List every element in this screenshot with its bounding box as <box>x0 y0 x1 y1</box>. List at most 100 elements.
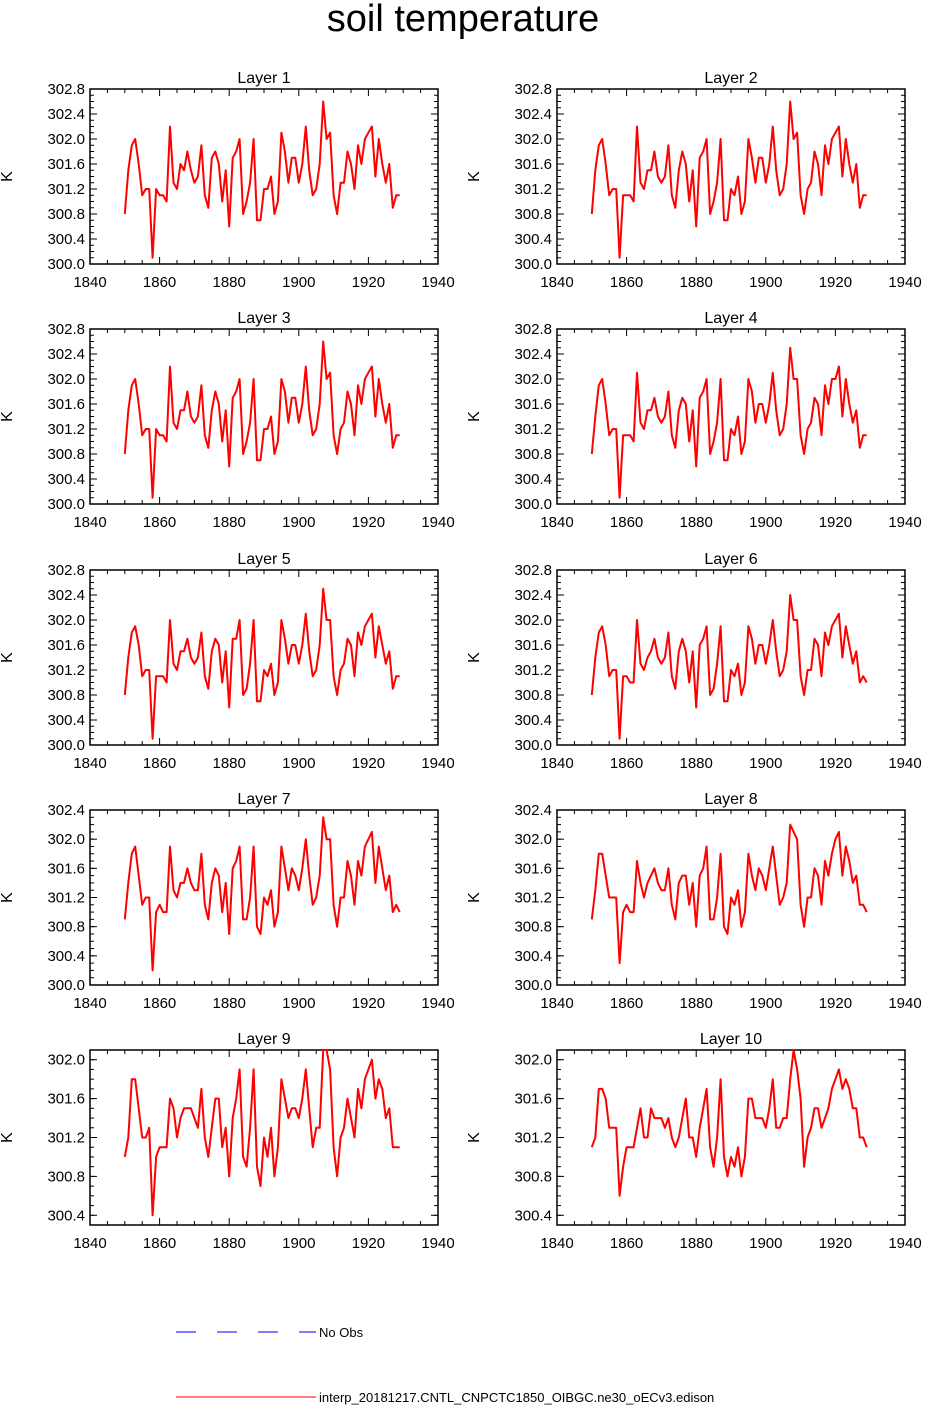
x-tick-label: 1860 <box>143 1235 176 1252</box>
series-line <box>123 587 400 740</box>
panel-title: Layer 5 <box>237 551 290 568</box>
x-tick-label: 1880 <box>213 755 246 772</box>
x-tick-label: 1900 <box>749 514 782 531</box>
x-tick-label: 1880 <box>680 1235 713 1252</box>
y-tick-label: 300.4 <box>47 471 85 488</box>
panel-1: Layer 1 K 1840 1860 1880 1900 1920 1940 300.0 300… <box>0 70 455 291</box>
x-tick-label: 1840 <box>540 755 573 772</box>
y-tick-label: 302.4 <box>47 106 85 123</box>
y-axis-label: K <box>0 892 16 903</box>
x-tick-label: 1860 <box>610 1235 643 1252</box>
y-tick-label: 300.8 <box>514 919 552 936</box>
x-tick-label: 1920 <box>352 514 385 531</box>
y-tick-label: 302.4 <box>514 346 552 363</box>
series-line <box>123 1049 400 1217</box>
x-tick-label: 1920 <box>819 1235 852 1252</box>
plot-frame <box>556 88 906 265</box>
y-tick-label: 301.2 <box>47 181 85 198</box>
x-tick-label: 1940 <box>888 1235 921 1252</box>
y-tick-label: 302.4 <box>514 802 552 819</box>
x-tick-label: 1860 <box>143 274 176 291</box>
panel-6: Layer 6 K 1840 1860 1880 1900 1920 1940 300.0 300… <box>466 551 922 772</box>
y-tick-label: 300.4 <box>514 948 552 965</box>
x-tick-label: 1840 <box>540 995 573 1012</box>
y-tick-label: 300.8 <box>47 919 85 936</box>
y-tick-label: 302.8 <box>514 562 552 579</box>
y-tick-label: 302.8 <box>514 81 552 98</box>
series-line <box>123 340 400 499</box>
y-tick-label: 300.8 <box>47 687 85 704</box>
panel-title: Layer 3 <box>237 310 290 327</box>
legend-swatch-dashed <box>176 1331 316 1333</box>
legend-swatch-solid <box>176 1396 316 1398</box>
x-tick-label: 1840 <box>73 274 106 291</box>
x-tick-label: 1920 <box>819 274 852 291</box>
x-tick-label: 1940 <box>421 274 454 291</box>
y-tick-label: 300.4 <box>514 712 552 729</box>
y-tick-label: 302.4 <box>47 802 85 819</box>
plot-frame <box>556 1049 906 1226</box>
x-tick-label: 1920 <box>352 274 385 291</box>
x-tick-label: 1880 <box>213 274 246 291</box>
x-tick-label: 1840 <box>73 995 106 1012</box>
x-tick-label: 1920 <box>819 995 852 1012</box>
x-tick-label: 1880 <box>213 514 246 531</box>
panel-7: Layer 7 K 1840 1860 1880 1900 1920 1940 300.0 300… <box>0 791 455 1012</box>
x-tick-label: 1900 <box>282 755 315 772</box>
y-tick-label: 300.4 <box>47 712 85 729</box>
x-tick-label: 1860 <box>610 995 643 1012</box>
x-tick-label: 1880 <box>213 1235 246 1252</box>
x-tick-label: 1940 <box>421 514 454 531</box>
y-tick-label: 302.0 <box>514 831 552 848</box>
x-tick-label: 1900 <box>282 274 315 291</box>
y-tick-label: 301.6 <box>47 156 85 173</box>
y-tick-label: 302.0 <box>514 612 552 629</box>
y-tick-label: 300.8 <box>47 1168 85 1185</box>
panel-10: Layer 10 K 1840 1860 1880 1900 1920 1940 300.4 30… <box>466 1031 922 1252</box>
y-axis-label: K <box>0 1132 16 1143</box>
figure-title: soil temperature <box>326 0 600 40</box>
x-tick-label: 1940 <box>888 514 921 531</box>
y-axis-label: K <box>466 171 483 182</box>
y-axis-label: K <box>0 171 16 182</box>
y-tick-label: 302.0 <box>514 371 552 388</box>
legend-label-obs: No Obs <box>319 1325 364 1340</box>
y-tick-label: 302.4 <box>514 587 552 604</box>
y-tick-label: 301.6 <box>514 637 552 654</box>
y-tick-label: 300.8 <box>514 206 552 223</box>
panel-4: Layer 4 K 1840 1860 1880 1900 1920 1940 300.0 300… <box>466 310 922 531</box>
y-tick-label: 300.0 <box>47 737 85 754</box>
x-tick-label: 1900 <box>749 995 782 1012</box>
series-line <box>590 100 867 259</box>
series-line <box>123 100 400 259</box>
y-tick-label: 300.8 <box>47 206 85 223</box>
x-tick-label: 1900 <box>282 995 315 1012</box>
x-tick-label: 1860 <box>610 274 643 291</box>
x-tick-label: 1880 <box>680 995 713 1012</box>
y-tick-label: 301.2 <box>514 1130 552 1147</box>
y-tick-label: 300.0 <box>514 496 552 513</box>
panel-title: Layer 9 <box>237 1031 290 1048</box>
x-tick-label: 1840 <box>73 1235 106 1252</box>
series-line <box>123 816 401 972</box>
panel-2: Layer 2 K 1840 1860 1880 1900 1920 1940 300.0 300… <box>466 70 922 291</box>
y-axis-label: K <box>0 411 16 422</box>
plot-frame <box>89 569 439 746</box>
panel-title: Layer 7 <box>237 791 290 808</box>
x-tick-label: 1880 <box>213 995 246 1012</box>
x-tick-label: 1900 <box>749 1235 782 1252</box>
y-tick-label: 301.6 <box>514 1091 552 1108</box>
y-tick-label: 300.0 <box>514 256 552 273</box>
y-tick-label: 300.8 <box>514 1168 552 1185</box>
y-tick-label: 301.2 <box>47 1130 85 1147</box>
x-tick-label: 1940 <box>888 274 921 291</box>
x-tick-label: 1880 <box>680 755 713 772</box>
x-tick-label: 1920 <box>352 1235 385 1252</box>
y-tick-label: 301.2 <box>47 890 85 907</box>
x-tick-label: 1920 <box>819 755 852 772</box>
y-axis-label: K <box>466 892 483 903</box>
y-tick-label: 302.8 <box>47 81 85 98</box>
plot-frame <box>556 569 906 746</box>
x-tick-label: 1860 <box>610 514 643 531</box>
